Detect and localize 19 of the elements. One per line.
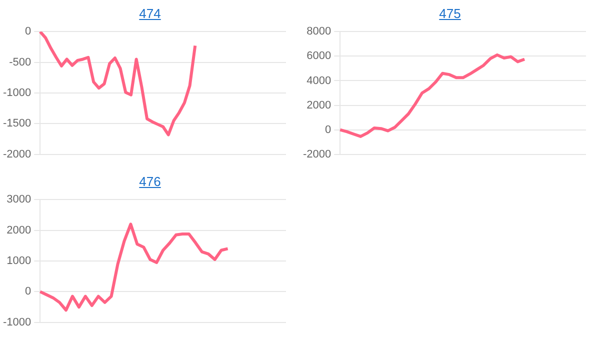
y-tick-label: -1000 — [2, 316, 32, 328]
y-tick-label: -2000 — [302, 148, 332, 160]
y-tick-label: 8000 — [306, 26, 332, 38]
chart-title: 476 — [138, 174, 162, 190]
y-tick-label: -500 — [9, 56, 32, 68]
y-tick-label: -2000 — [2, 148, 32, 160]
y-tick-label: 2000 — [306, 99, 332, 112]
y-tick-label: 3000 — [6, 194, 32, 206]
y-tick-label: 0 — [25, 26, 32, 38]
y-tick-label: 2000 — [6, 224, 32, 236]
y-tick-label: -1000 — [2, 87, 32, 100]
y-tick-label: 1000 — [6, 255, 32, 268]
y-tick-label: 0 — [325, 124, 332, 136]
y-tick-label: 0 — [25, 286, 32, 298]
chart-title: 475 — [438, 6, 462, 22]
y-tick-label: 6000 — [306, 50, 332, 62]
y-tick-label: 4000 — [306, 74, 332, 87]
y-tick-label: -1500 — [2, 118, 32, 130]
chart-title: 474 — [138, 6, 162, 22]
